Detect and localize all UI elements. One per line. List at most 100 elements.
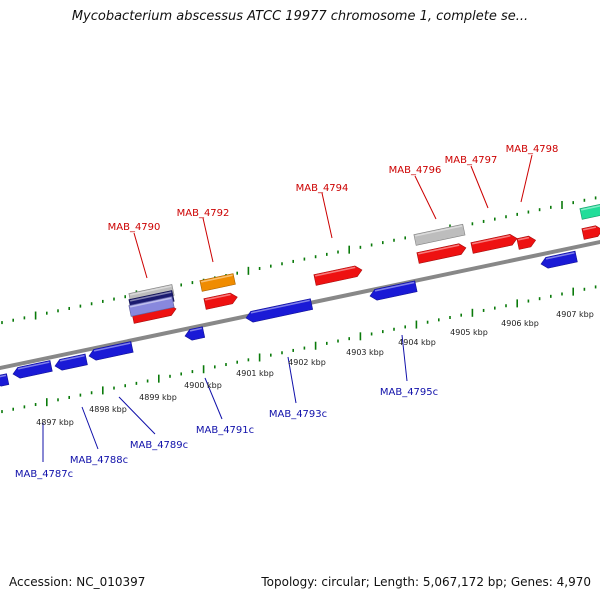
tick-minor (46, 311, 48, 315)
minus-gene-label-3[interactable]: MAB_4791c (196, 377, 254, 436)
gene-label-text: MAB_4795c (380, 387, 438, 398)
gene-body (88, 341, 134, 361)
tick-minor (594, 196, 597, 200)
gene-minus-right[interactable] (540, 250, 578, 269)
gene-body (245, 298, 314, 323)
tick-minor (1, 321, 3, 325)
gene-mab-4794[interactable] (313, 265, 363, 286)
gene-rna-orange[interactable] (199, 273, 236, 292)
tick-minor (1, 410, 3, 414)
tick-minor (79, 304, 82, 308)
tick-minor (236, 271, 238, 275)
tick-minor (102, 299, 104, 303)
plus-gene-label-1[interactable]: MAB_4792 (177, 208, 230, 263)
gene-body (128, 296, 175, 317)
tick-minor (57, 309, 59, 313)
tick-minor (505, 215, 507, 219)
tick-minor (79, 393, 82, 397)
ruler-label: 4907 kbp (556, 310, 594, 319)
minus-gene-label-4[interactable]: MAB_4793c (269, 356, 327, 420)
tick-minor (449, 316, 451, 319)
gene-pseudo-gray-2[interactable] (413, 223, 466, 246)
tick-minor (527, 299, 530, 303)
gene-highlight (471, 235, 511, 245)
gene-label-text: MAB_4788c (70, 455, 128, 466)
plus-gene-label-3[interactable]: MAB_4796 (389, 165, 442, 220)
gene-label-text: MAB_4792 (177, 208, 230, 219)
minus-gene-label-2[interactable]: MAB_4789c (118, 396, 188, 451)
tick-minor (494, 306, 496, 310)
tick-minor (337, 339, 339, 343)
gene-mab-4797[interactable] (470, 233, 518, 254)
gene-lavender-bar[interactable] (128, 296, 175, 317)
ruler-label: 4904 kbp (398, 338, 436, 347)
minus-gene-label-0[interactable]: MAB_4787c (15, 423, 73, 480)
tick-minor (326, 341, 328, 345)
gene-highlight (417, 244, 460, 255)
gene-body (313, 265, 363, 286)
tick-minor (191, 281, 194, 285)
gene-highlight (17, 361, 50, 370)
gene-mab-4787c[interactable] (12, 360, 53, 380)
ruler-label: 4899 kbp (139, 393, 177, 402)
gene-body (516, 235, 537, 250)
plus-gene-label-2[interactable]: MAB_4794 (296, 183, 349, 239)
gene-features (0, 203, 600, 388)
plus-gene-label-0[interactable]: MAB_4790 (108, 222, 161, 279)
leader-line (470, 165, 489, 209)
plus-gene-label-4[interactable]: MAB_4797 (445, 155, 498, 209)
tick-minor (426, 320, 429, 324)
tick-minor (258, 266, 261, 270)
tick-minor (538, 208, 541, 212)
gene-mab-4793c[interactable] (245, 298, 314, 324)
gene-mab-4795c[interactable] (369, 280, 418, 302)
tick-minor (583, 198, 586, 202)
gene-body (12, 360, 53, 379)
tick-minor (247, 358, 250, 362)
gene-mab-4788c[interactable] (54, 353, 88, 371)
gene-green[interactable] (579, 203, 600, 220)
ruler-label: 4903 kbp (346, 348, 384, 357)
tick-minor (326, 252, 328, 256)
tick-tracks (1, 196, 597, 414)
tick-minor (538, 297, 541, 301)
tick-minor (292, 348, 294, 352)
gene-body (54, 353, 88, 371)
tick-minor (12, 407, 14, 411)
tick-minor (270, 353, 272, 357)
tick-minor (482, 308, 485, 312)
tick-minor (225, 363, 227, 367)
gene-body (579, 203, 600, 220)
tick-minor (90, 302, 93, 306)
gene-minus-edge[interactable] (0, 373, 10, 388)
tick-minor (516, 212, 518, 216)
plus-gene-label-5[interactable]: MAB_4798 (506, 144, 559, 203)
tick-minor (494, 217, 496, 221)
kbp-ruler: 4897 kbp 4898 kbp 4899 kbp 4900 kbp 4901 kbp… (36, 310, 594, 427)
gene-highlight (204, 293, 231, 301)
lower-tick-track (1, 285, 597, 414)
feature-labels: MAB_4790 MAB_4792 MAB_4794 MAB_4796MAB_4797… (15, 144, 559, 480)
topology-summary: Topology: circular; Length: 5,067,172 bp… (261, 575, 591, 589)
gene-mab-4798[interactable] (516, 235, 537, 250)
minus-gene-label-1[interactable]: MAB_4788c (70, 406, 128, 466)
tick-minor (404, 236, 406, 240)
gene-mab-4796[interactable] (416, 242, 467, 264)
tick-minor (359, 245, 362, 249)
tick-minor (34, 403, 37, 407)
tick-minor (382, 330, 384, 334)
gene-mab-4791c[interactable] (184, 326, 206, 342)
ruler-label: 4902 kbp (288, 358, 326, 367)
tick-minor (57, 398, 59, 402)
ruler-label: 4898 kbp (89, 405, 127, 414)
minus-gene-label-5[interactable]: MAB_4795c (380, 334, 438, 398)
gene-mab-4792[interactable] (203, 292, 239, 310)
tick-minor (382, 241, 384, 245)
gene-highlight (250, 299, 310, 314)
gene-mab-4789c[interactable] (88, 341, 134, 361)
gene-label-text: MAB_4791c (196, 425, 254, 436)
gene-body (413, 223, 466, 246)
gene-next-plus[interactable] (581, 224, 600, 240)
gene-highlight (93, 342, 131, 352)
leader-line (401, 334, 408, 382)
